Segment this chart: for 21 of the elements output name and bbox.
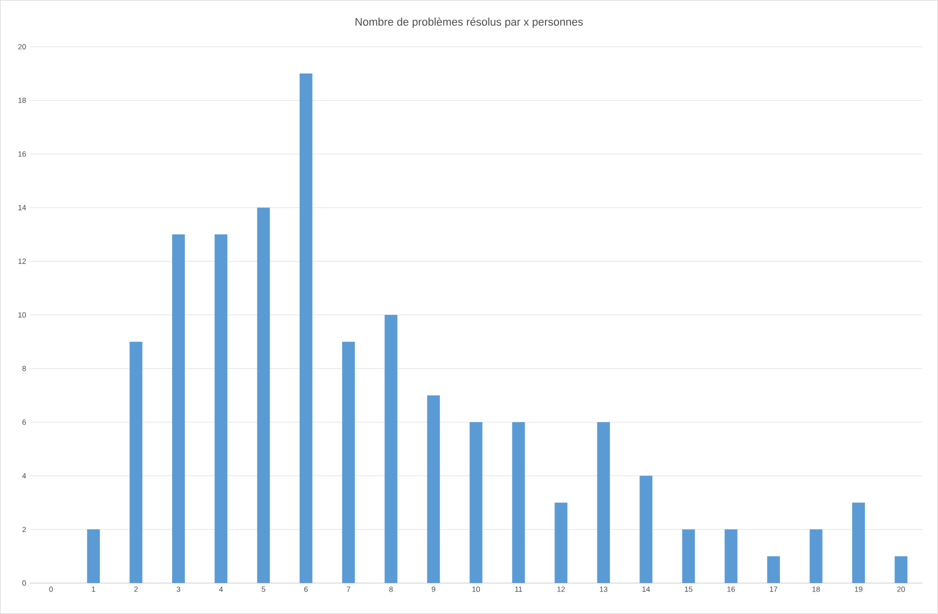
bar (427, 395, 440, 584)
bar (724, 530, 738, 584)
bar (300, 74, 312, 584)
chart-title: Nombre de problèmes résolus par x personnes (356, 18, 583, 28)
bar (597, 422, 610, 584)
bar (342, 342, 355, 584)
bar (257, 208, 270, 584)
bar (682, 530, 695, 584)
bar (852, 502, 865, 584)
bar (214, 234, 228, 584)
bar (554, 502, 568, 584)
bar (640, 476, 652, 584)
bar (130, 342, 142, 584)
bar (810, 530, 822, 584)
bar (172, 234, 185, 584)
bar (87, 530, 100, 584)
bar (384, 315, 398, 584)
bar (512, 422, 525, 584)
bar (767, 556, 780, 584)
bar (470, 422, 482, 584)
bar (894, 556, 908, 584)
